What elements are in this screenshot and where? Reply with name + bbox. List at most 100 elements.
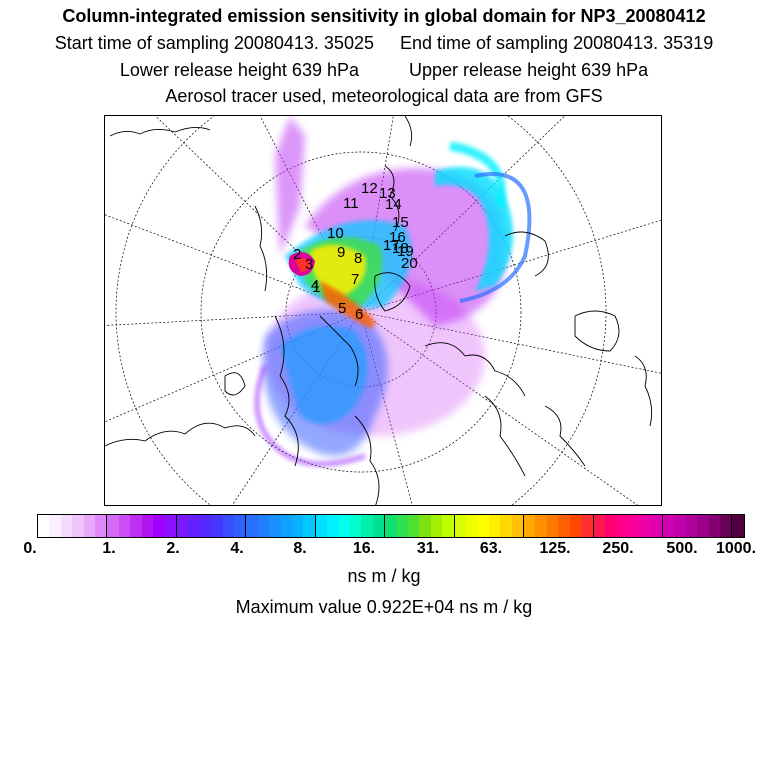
colorbar-swatch bbox=[83, 515, 96, 537]
colorbar-units: ns m / kg bbox=[347, 566, 421, 586]
colorbar-tick: 8. bbox=[293, 540, 307, 557]
colorbar-tick: 31. bbox=[416, 540, 440, 557]
meridian bbox=[360, 311, 638, 505]
colorbar-swatch bbox=[315, 515, 328, 537]
colorbar-swatch bbox=[233, 515, 247, 537]
colorbar-swatch bbox=[188, 515, 200, 537]
coastline bbox=[109, 127, 211, 137]
end-time: End time of sampling 20080413. 35319 bbox=[399, 33, 714, 53]
colorbar-swatch bbox=[674, 515, 686, 537]
coastline bbox=[484, 395, 526, 477]
trajectory-label: 20 bbox=[401, 255, 418, 272]
colorbar-swatch bbox=[303, 515, 316, 537]
colorbar-swatch bbox=[141, 515, 154, 537]
colorbar-swatch bbox=[349, 515, 362, 537]
colorbar-swatch bbox=[477, 515, 489, 537]
colorbar-swatch bbox=[246, 515, 258, 537]
colorbar-swatch bbox=[442, 515, 455, 537]
trajectory-label: 8 bbox=[354, 250, 362, 267]
trajectory-label: 16 bbox=[389, 229, 406, 246]
coastline bbox=[544, 405, 586, 467]
coastline bbox=[105, 422, 256, 447]
colorbar-swatch bbox=[546, 515, 559, 537]
colorbar-tick: 4. bbox=[230, 540, 244, 557]
colorbar-swatch bbox=[49, 515, 61, 537]
colorbar-swatch bbox=[719, 515, 733, 537]
colorbar-swatch bbox=[581, 515, 594, 537]
colorbar-swatch bbox=[118, 515, 131, 537]
colorbar-swatch bbox=[639, 515, 651, 537]
sensitivity-plume bbox=[280, 326, 368, 424]
trajectory-label: 10 bbox=[327, 225, 344, 242]
coastline bbox=[224, 372, 246, 396]
trajectory-label: 12 bbox=[361, 180, 378, 197]
coastlines bbox=[105, 116, 653, 505]
latitude-circle bbox=[115, 116, 607, 505]
trajectory-label: 3 bbox=[305, 256, 313, 273]
trajectory-label: 14 bbox=[385, 196, 402, 213]
trajectory-label: 1 bbox=[312, 279, 320, 296]
colorbar-swatch bbox=[685, 515, 698, 537]
colorbar-swatch bbox=[222, 515, 234, 537]
colorbar-swatch bbox=[385, 515, 397, 537]
release-heights: Lower release height 639 hPa Upper releas… bbox=[0, 60, 768, 81]
sensitivity-plume bbox=[459, 172, 532, 303]
coastline bbox=[384, 165, 400, 232]
sampling-times: Start time of sampling 20080413. 35025 En… bbox=[0, 33, 768, 54]
colorbar-tick: 500. bbox=[666, 540, 698, 557]
colorbar-swatch bbox=[511, 515, 525, 537]
colorbar-swatch bbox=[454, 515, 467, 537]
latitude-circle bbox=[200, 151, 522, 473]
coastline bbox=[504, 231, 549, 277]
colorbar-tick: 2. bbox=[166, 540, 180, 557]
trajectory-label: 6 bbox=[355, 306, 363, 323]
colorbar-swatch bbox=[500, 515, 512, 537]
colorbar-swatch bbox=[291, 515, 304, 537]
trajectory-label: 4 bbox=[311, 277, 319, 294]
trajectory-label: 15 bbox=[392, 214, 409, 231]
trajectory-label: 17 bbox=[383, 237, 400, 254]
colorbar-ticks: 0. 1. 2. 4. 8. 16. 31. 63. 125. 250. 500… bbox=[0, 540, 768, 560]
colorbar-swatch bbox=[627, 515, 640, 537]
colorbar-swatch bbox=[650, 515, 663, 537]
trajectory-label: 9 bbox=[337, 244, 345, 261]
colorbar-swatch bbox=[662, 515, 675, 537]
coastline bbox=[634, 355, 653, 427]
colorbar-swatch bbox=[372, 515, 386, 537]
colorbar-swatch bbox=[164, 515, 177, 537]
coastline bbox=[319, 315, 359, 387]
sensitivity-plume bbox=[449, 141, 506, 207]
coastline bbox=[254, 205, 268, 292]
colorbar-swatch bbox=[269, 515, 281, 537]
start-time: Start time of sampling 20080413. 35025 bbox=[54, 33, 374, 53]
trajectory-label: 5 bbox=[338, 300, 346, 317]
coastline bbox=[354, 415, 380, 505]
colorbar-swatch bbox=[72, 515, 84, 537]
colorbar-tick: 1000. bbox=[715, 540, 757, 557]
colorbar-tick: 63. bbox=[479, 540, 503, 557]
colorbar-swatch bbox=[130, 515, 142, 537]
colorbar-swatch bbox=[524, 515, 536, 537]
coastline bbox=[574, 310, 620, 352]
trajectory-label: 7 bbox=[351, 271, 359, 288]
upper-release-height: Upper release height 639 hPa bbox=[409, 60, 649, 80]
colorbar-swatch bbox=[338, 515, 350, 537]
colorbar-swatch bbox=[466, 515, 478, 537]
colorbar-swatch bbox=[408, 515, 420, 537]
colorbar-swatch bbox=[697, 515, 709, 537]
colorbar-tick: 125. bbox=[539, 540, 571, 557]
lower-release-height: Lower release height 639 hPa bbox=[119, 60, 359, 80]
colorbar-swatch bbox=[38, 515, 50, 537]
trajectory-label: 13 bbox=[379, 185, 396, 202]
sensitivity-plume bbox=[254, 365, 366, 467]
colorbar-swatch bbox=[430, 515, 443, 537]
colorbar-swatch bbox=[176, 515, 189, 537]
trajectory-label: 19 bbox=[397, 243, 414, 260]
coastline bbox=[424, 342, 526, 397]
sensitivity-field bbox=[254, 116, 532, 467]
colorbar-swatch bbox=[60, 515, 73, 537]
trajectory-label: 11 bbox=[343, 195, 359, 212]
map-panel: 1 2 3 4 5 6 7 8 9 10 11 12 13 14 15 16 1… bbox=[104, 115, 662, 506]
trajectory-label: 2 bbox=[293, 246, 301, 263]
sensitivity-peak bbox=[295, 258, 311, 272]
